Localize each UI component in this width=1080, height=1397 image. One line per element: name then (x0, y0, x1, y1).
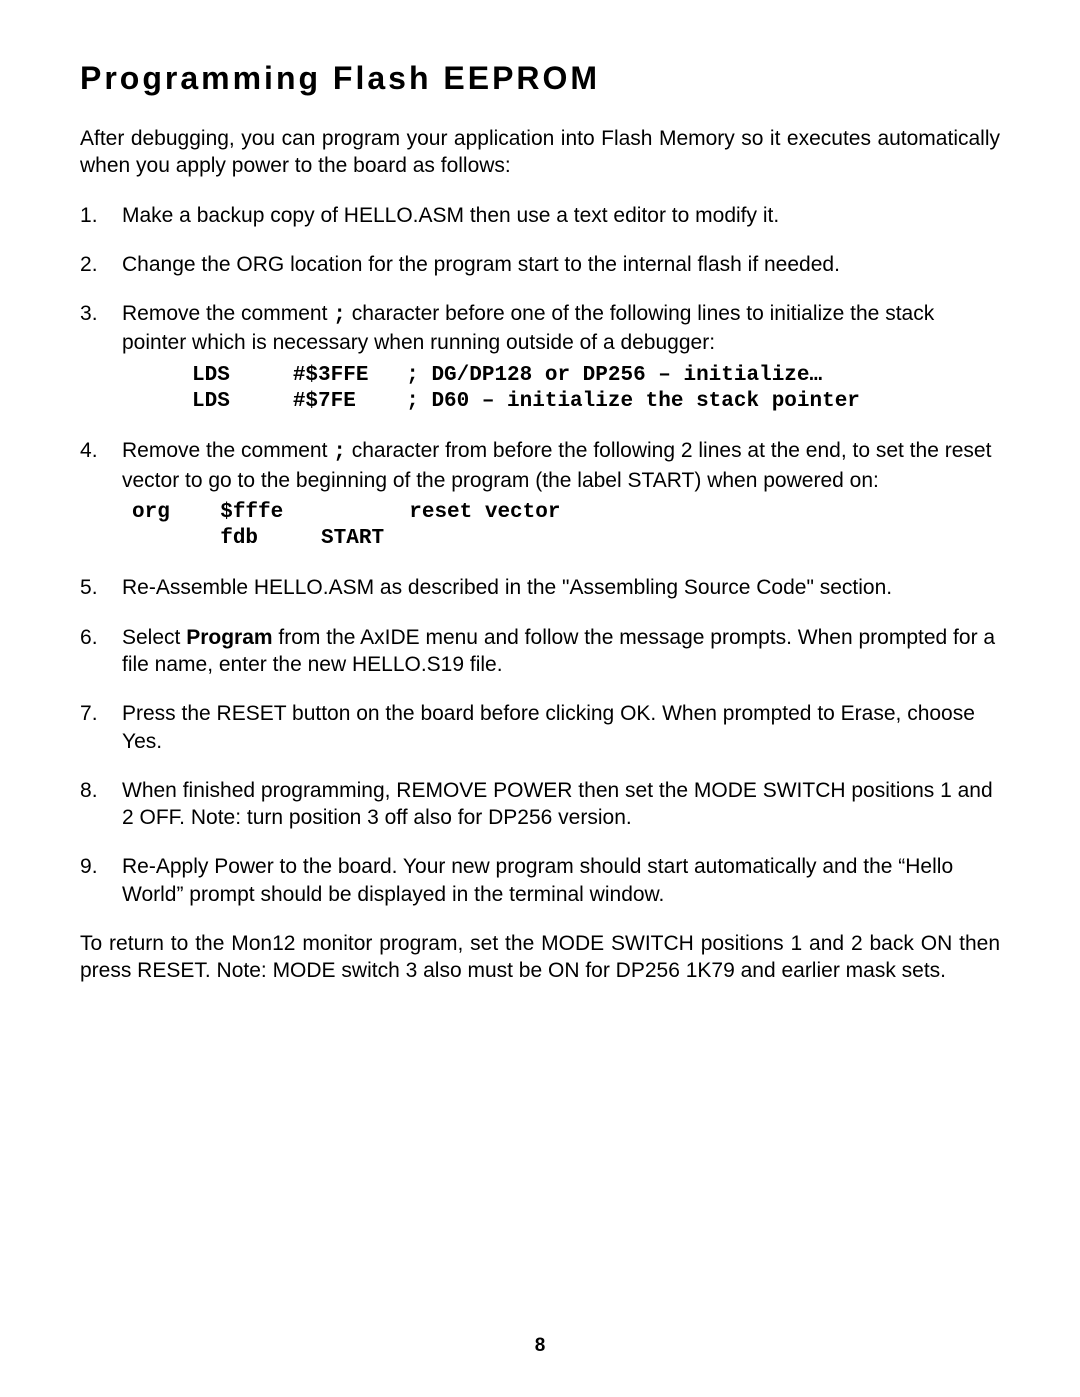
step-8: When finished programming, REMOVE POWER … (80, 777, 1000, 832)
step-6-program-bold: Program (186, 626, 272, 649)
code-block-1: LDS #$3FFE ; DG/DP128 or DP256 – initial… (122, 363, 1000, 416)
step-7: Press the RESET button on the board befo… (80, 700, 1000, 755)
step-6: Select Program from the AxIDE menu and f… (80, 624, 1000, 679)
step-6-text-a: Select (122, 626, 186, 649)
step-2: Change the ORG location for the program … (80, 251, 1000, 278)
step-5: Re-Assemble HELLO.ASM as described in th… (80, 574, 1000, 601)
step-1: Make a backup copy of HELLO.ASM then use… (80, 202, 1000, 229)
closing-paragraph: To return to the Mon12 monitor program, … (80, 930, 1000, 985)
intro-paragraph: After debugging, you can program your ap… (80, 125, 1000, 180)
step-3-semicolon: ; (333, 304, 346, 327)
step-4: Remove the comment ; character from befo… (80, 437, 1000, 552)
step-4-text-a: Remove the comment (122, 439, 333, 462)
step-4-semicolon: ; (333, 441, 346, 464)
code-block-2: org $fffe reset vector fdb START (122, 500, 1000, 553)
page-number: 8 (0, 1335, 1080, 1357)
step-3-text-a: Remove the comment (122, 302, 333, 325)
step-3: Remove the comment ; character before on… (80, 300, 1000, 415)
steps-list: Make a backup copy of HELLO.ASM then use… (80, 202, 1000, 908)
step-9: Re-Apply Power to the board. Your new pr… (80, 853, 1000, 908)
page-title: Programming Flash EEPROM (80, 60, 1000, 97)
